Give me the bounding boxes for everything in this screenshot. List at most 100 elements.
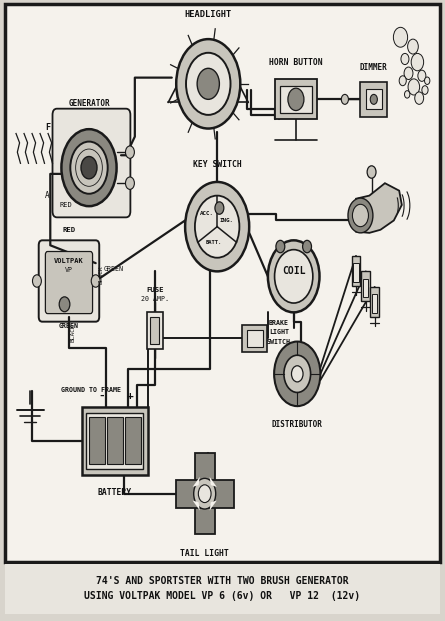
Bar: [280, 86, 312, 113]
Bar: [82, 407, 148, 475]
Bar: [360, 82, 387, 117]
Bar: [125, 417, 141, 464]
Bar: [147, 312, 163, 349]
Circle shape: [81, 156, 97, 179]
Text: VOLTPAK: VOLTPAK: [54, 258, 84, 264]
Bar: [242, 325, 267, 352]
Circle shape: [195, 196, 239, 258]
Text: ING.: ING.: [220, 218, 234, 223]
Polygon shape: [193, 477, 200, 487]
Text: HEADLIGHT: HEADLIGHT: [185, 10, 232, 19]
Circle shape: [422, 86, 428, 94]
Circle shape: [408, 39, 418, 54]
Circle shape: [125, 146, 134, 158]
Text: F: F: [45, 123, 51, 132]
Circle shape: [198, 485, 211, 502]
Text: DISTRIBUTOR: DISTRIBUTOR: [272, 420, 323, 429]
Text: RED: RED: [60, 202, 72, 208]
Circle shape: [59, 297, 70, 312]
Circle shape: [91, 274, 100, 287]
Bar: [352, 256, 360, 286]
Circle shape: [291, 366, 303, 382]
Circle shape: [341, 94, 348, 104]
Circle shape: [405, 91, 410, 98]
Text: DIMMER: DIMMER: [360, 63, 388, 71]
Circle shape: [303, 240, 312, 253]
Text: LIGHT: LIGHT: [269, 329, 289, 335]
Text: A: A: [45, 191, 49, 200]
Circle shape: [61, 129, 117, 206]
Circle shape: [70, 142, 108, 194]
Bar: [353, 263, 359, 282]
Circle shape: [425, 77, 430, 84]
Bar: [86, 413, 143, 469]
Text: BATTERY: BATTERY: [98, 488, 132, 497]
Circle shape: [197, 68, 219, 99]
Circle shape: [399, 76, 406, 86]
Circle shape: [415, 92, 424, 104]
Text: BLACK: BLACK: [98, 265, 104, 284]
Bar: [176, 479, 234, 508]
Bar: [370, 287, 379, 317]
Circle shape: [393, 27, 408, 47]
Text: GENERATOR: GENERATOR: [68, 99, 110, 108]
Text: FUSE: FUSE: [146, 287, 164, 293]
Circle shape: [274, 342, 320, 406]
Text: KEY SWITCH: KEY SWITCH: [193, 160, 242, 169]
Text: TAIL LIGHT: TAIL LIGHT: [180, 550, 229, 558]
Circle shape: [186, 53, 231, 115]
Circle shape: [288, 88, 304, 111]
Bar: [275, 79, 317, 119]
Bar: [372, 294, 377, 313]
Text: +: +: [127, 391, 134, 401]
Bar: [361, 271, 370, 301]
Polygon shape: [356, 183, 402, 233]
Circle shape: [352, 204, 368, 227]
Bar: [150, 317, 159, 344]
Text: BRAKE: BRAKE: [269, 320, 289, 326]
Polygon shape: [193, 501, 200, 510]
Circle shape: [32, 274, 41, 287]
Text: COIL: COIL: [282, 266, 305, 276]
Text: GREEN: GREEN: [104, 266, 123, 271]
Text: BLACK: BLACK: [71, 323, 76, 342]
Circle shape: [276, 240, 285, 253]
Circle shape: [215, 202, 224, 214]
Circle shape: [284, 355, 311, 392]
Text: GREEN: GREEN: [59, 323, 79, 329]
Text: VP: VP: [65, 267, 73, 273]
Bar: [89, 417, 105, 464]
Circle shape: [348, 198, 373, 233]
Circle shape: [411, 53, 424, 71]
Circle shape: [418, 70, 426, 81]
Text: BATT.: BATT.: [206, 240, 222, 245]
Circle shape: [370, 94, 377, 104]
FancyBboxPatch shape: [53, 109, 130, 217]
Polygon shape: [210, 477, 217, 487]
Text: USING VOLTPAK MODEL VP 6 (6v) OR   VP 12  (12v): USING VOLTPAK MODEL VP 6 (6v) OR VP 12 (…: [85, 591, 360, 601]
Bar: [363, 279, 368, 297]
Circle shape: [408, 79, 420, 95]
Bar: [366, 89, 382, 109]
Circle shape: [194, 478, 216, 509]
FancyBboxPatch shape: [45, 252, 93, 314]
Text: GROUND TO FRAME: GROUND TO FRAME: [61, 387, 121, 393]
Polygon shape: [210, 501, 217, 510]
Bar: [194, 453, 215, 534]
Text: 20 AMP.: 20 AMP.: [141, 296, 169, 302]
Circle shape: [268, 240, 320, 312]
Text: ACC.: ACC.: [200, 211, 214, 215]
Text: HORN BUTTON: HORN BUTTON: [269, 58, 323, 66]
Text: 74'S AND SPORTSTER WITH TWO BRUSH GENERATOR: 74'S AND SPORTSTER WITH TWO BRUSH GENERA…: [96, 576, 349, 586]
Circle shape: [185, 182, 249, 271]
FancyBboxPatch shape: [5, 4, 440, 562]
Bar: [247, 330, 263, 347]
Circle shape: [125, 177, 134, 189]
Circle shape: [401, 53, 409, 65]
Text: SWITCH: SWITCH: [267, 338, 291, 345]
Text: -: -: [98, 391, 105, 401]
Circle shape: [176, 39, 240, 129]
Circle shape: [367, 166, 376, 178]
Text: RED: RED: [62, 227, 76, 233]
Bar: [5, 564, 440, 614]
